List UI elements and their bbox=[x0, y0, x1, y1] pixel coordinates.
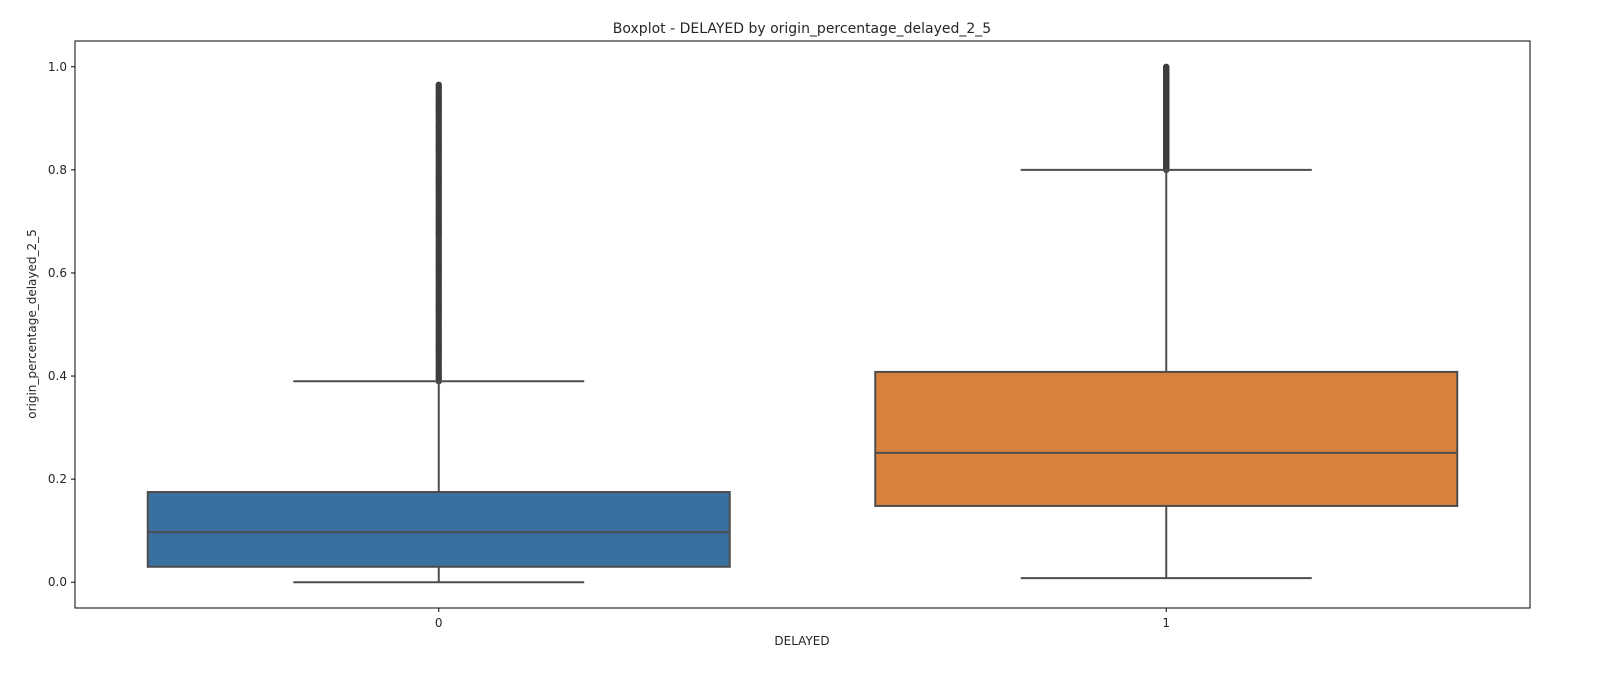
box-iqr bbox=[146, 491, 731, 568]
chart-title: Boxplot - DELAYED by origin_percentage_d… bbox=[613, 21, 991, 37]
x-tick-label: 0 bbox=[435, 616, 443, 630]
box-iqr bbox=[874, 370, 1459, 507]
outlier-point bbox=[1163, 63, 1170, 70]
y-tick-label: 0.2 bbox=[48, 472, 67, 486]
box-group-0 bbox=[146, 81, 731, 584]
plot-marks bbox=[146, 63, 1459, 584]
y-tick-label: 0.0 bbox=[48, 575, 67, 589]
y-tick-label: 0.6 bbox=[48, 266, 67, 280]
y-axis-ticks: 0.0 0.2 0.4 0.6 0.8 1.0 bbox=[48, 60, 75, 589]
outlier-point bbox=[435, 81, 442, 89]
x-axis-label: DELAYED bbox=[774, 634, 829, 648]
y-tick-label: 0.4 bbox=[48, 369, 67, 383]
x-tick-label: 1 bbox=[1162, 616, 1170, 630]
box-group-1 bbox=[874, 63, 1459, 580]
plot-frame bbox=[74, 40, 1531, 609]
y-axis-label: origin_percentage_delayed_2_5 bbox=[25, 229, 39, 419]
y-tick-label: 0.8 bbox=[48, 163, 67, 177]
y-tick-label: 1.0 bbox=[48, 60, 67, 74]
